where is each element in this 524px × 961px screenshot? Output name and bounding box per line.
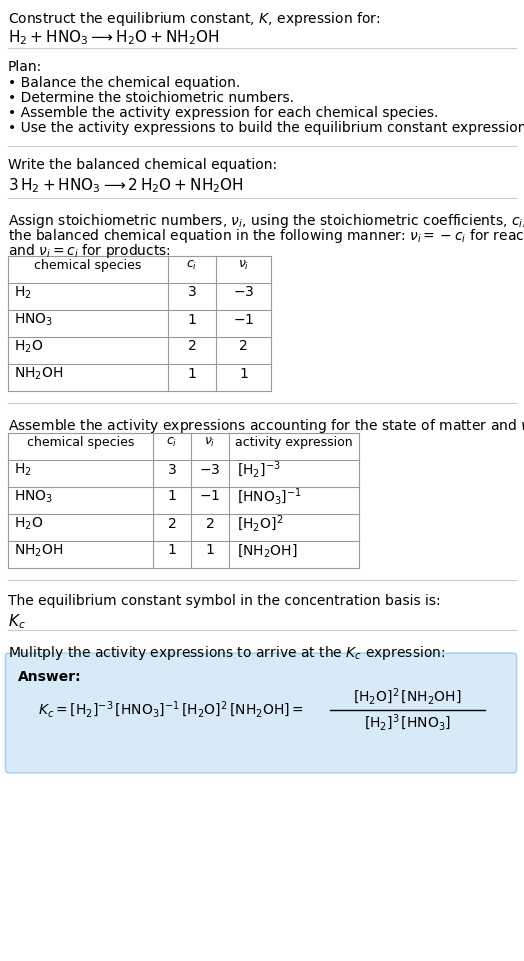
Text: • Use the activity expressions to build the equilibrium constant expression.: • Use the activity expressions to build … — [8, 121, 524, 135]
Text: Answer:: Answer: — [18, 670, 82, 684]
Text: $\mathrm{3\,H_2 + HNO_3 \longrightarrow 2\,H_2O + NH_2OH}$: $\mathrm{3\,H_2 + HNO_3 \longrightarrow … — [8, 176, 244, 195]
Text: $[\mathrm{H_2}]^3\,[\mathrm{HNO_3}]$: $[\mathrm{H_2}]^3\,[\mathrm{HNO_3}]$ — [364, 713, 451, 733]
Text: $K_c = [\mathrm{H_2}]^{-3}\,[\mathrm{HNO_3}]^{-1}\,[\mathrm{H_2O}]^2\,[\mathrm{N: $K_c = [\mathrm{H_2}]^{-3}\,[\mathrm{HNO… — [38, 700, 304, 720]
Text: 2: 2 — [239, 339, 248, 354]
Text: 1: 1 — [188, 366, 196, 381]
Text: $\mathrm{H_2}$: $\mathrm{H_2}$ — [14, 284, 32, 301]
Text: $c_i$: $c_i$ — [166, 436, 178, 449]
Bar — [8, 433, 359, 568]
Text: the balanced chemical equation in the following manner: $\nu_i = -c_i$ for react: the balanced chemical equation in the fo… — [8, 227, 524, 245]
Text: $[\mathrm{NH_2OH}]$: $[\mathrm{NH_2OH}]$ — [237, 542, 298, 559]
Text: 1: 1 — [239, 366, 248, 381]
Text: • Balance the chemical equation.: • Balance the chemical equation. — [8, 76, 240, 90]
Text: 3: 3 — [188, 285, 196, 300]
Text: Construct the equilibrium constant, $K$, expression for:: Construct the equilibrium constant, $K$,… — [8, 10, 380, 28]
Text: The equilibrium constant symbol in the concentration basis is:: The equilibrium constant symbol in the c… — [8, 594, 441, 608]
FancyBboxPatch shape — [5, 653, 517, 773]
Text: $\mathrm{NH_2OH}$: $\mathrm{NH_2OH}$ — [14, 542, 63, 558]
Text: 2: 2 — [188, 339, 196, 354]
Text: 1: 1 — [168, 544, 177, 557]
Text: $\nu_i$: $\nu_i$ — [204, 436, 216, 449]
Text: Write the balanced chemical equation:: Write the balanced chemical equation: — [8, 158, 277, 172]
Text: $[\mathrm{HNO_3}]^{-1}$: $[\mathrm{HNO_3}]^{-1}$ — [237, 486, 302, 506]
Text: 3: 3 — [168, 462, 177, 477]
Text: $\mathrm{H_2O}$: $\mathrm{H_2O}$ — [14, 338, 43, 355]
Text: Assemble the activity expressions accounting for the state of matter and $\nu_i$: Assemble the activity expressions accoun… — [8, 417, 524, 435]
Text: $[\mathrm{H_2O}]^2\,[\mathrm{NH_2OH}]$: $[\mathrm{H_2O}]^2\,[\mathrm{NH_2OH}]$ — [353, 687, 462, 707]
Text: chemical species: chemical species — [34, 259, 141, 272]
Text: 2: 2 — [168, 516, 177, 530]
Text: $\mathrm{H_2O}$: $\mathrm{H_2O}$ — [14, 515, 43, 531]
Text: 2: 2 — [205, 516, 214, 530]
Text: $\mathrm{H_2 + HNO_3 \longrightarrow H_2O + NH_2OH}$: $\mathrm{H_2 + HNO_3 \longrightarrow H_2… — [8, 28, 220, 47]
Text: $\mathrm{HNO_3}$: $\mathrm{HNO_3}$ — [14, 488, 53, 505]
Text: $c_i$: $c_i$ — [187, 259, 198, 272]
Text: Assign stoichiometric numbers, $\nu_i$, using the stoichiometric coefficients, $: Assign stoichiometric numbers, $\nu_i$, … — [8, 212, 524, 230]
Text: $\mathrm{HNO_3}$: $\mathrm{HNO_3}$ — [14, 311, 53, 328]
Text: $-3$: $-3$ — [199, 462, 221, 477]
Text: 1: 1 — [205, 544, 214, 557]
Text: $[\mathrm{H_2}]^{-3}$: $[\mathrm{H_2}]^{-3}$ — [237, 459, 281, 480]
Text: $-1$: $-1$ — [199, 489, 221, 504]
Text: 1: 1 — [168, 489, 177, 504]
Bar — [8, 256, 271, 391]
Text: $-1$: $-1$ — [233, 312, 254, 327]
Text: $\mathrm{H_2}$: $\mathrm{H_2}$ — [14, 461, 32, 478]
Text: $K_c$: $K_c$ — [8, 612, 26, 630]
Text: $[\mathrm{H_2O}]^2$: $[\mathrm{H_2O}]^2$ — [237, 513, 283, 533]
Text: chemical species: chemical species — [27, 436, 134, 449]
Text: • Determine the stoichiometric numbers.: • Determine the stoichiometric numbers. — [8, 91, 294, 105]
Text: Plan:: Plan: — [8, 60, 42, 74]
Text: 1: 1 — [188, 312, 196, 327]
Text: $-3$: $-3$ — [233, 285, 254, 300]
Text: Mulitply the activity expressions to arrive at the $K_c$ expression:: Mulitply the activity expressions to arr… — [8, 644, 445, 662]
Text: $\nu_i$: $\nu_i$ — [238, 259, 249, 272]
Text: activity expression: activity expression — [235, 436, 353, 449]
Text: • Assemble the activity expression for each chemical species.: • Assemble the activity expression for e… — [8, 106, 439, 120]
Text: and $\nu_i = c_i$ for products:: and $\nu_i = c_i$ for products: — [8, 242, 171, 260]
Text: $\mathrm{NH_2OH}$: $\mathrm{NH_2OH}$ — [14, 365, 63, 382]
